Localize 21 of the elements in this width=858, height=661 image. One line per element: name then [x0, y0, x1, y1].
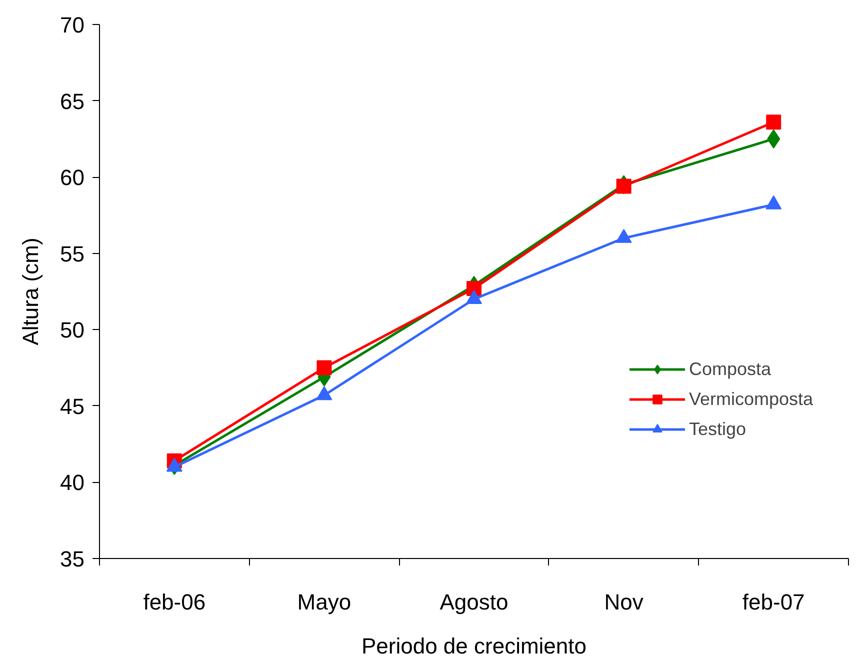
y-tick-label: 50 [60, 318, 85, 343]
x-tick-label: Mayo [297, 590, 352, 614]
legend-label: Vermicomposta [689, 388, 814, 410]
x-tick-label: Agosto [440, 590, 508, 614]
x-tick-label: Nov [604, 590, 644, 614]
x-axis-title: Periodo de crecimiento [361, 634, 587, 658]
point [616, 178, 632, 194]
legend-label: Composta [689, 358, 772, 380]
y-tick-label: 70 [60, 12, 85, 38]
point [316, 360, 332, 376]
x-tick-label: feb-07 [742, 590, 805, 614]
y-tick-label: 60 [60, 165, 85, 190]
y-tick-label: 65 [60, 88, 85, 114]
y-tick-label: 40 [60, 470, 85, 496]
point [766, 114, 782, 130]
legend-label: Testigo [689, 418, 746, 440]
y-axis-title: Altura (cm) [18, 238, 44, 346]
y-tick-label: 55 [60, 241, 85, 266]
x-tick-label: feb-06 [143, 590, 206, 614]
y-tick-label: 45 [60, 394, 85, 419]
y-tick-label: 35 [60, 546, 85, 572]
